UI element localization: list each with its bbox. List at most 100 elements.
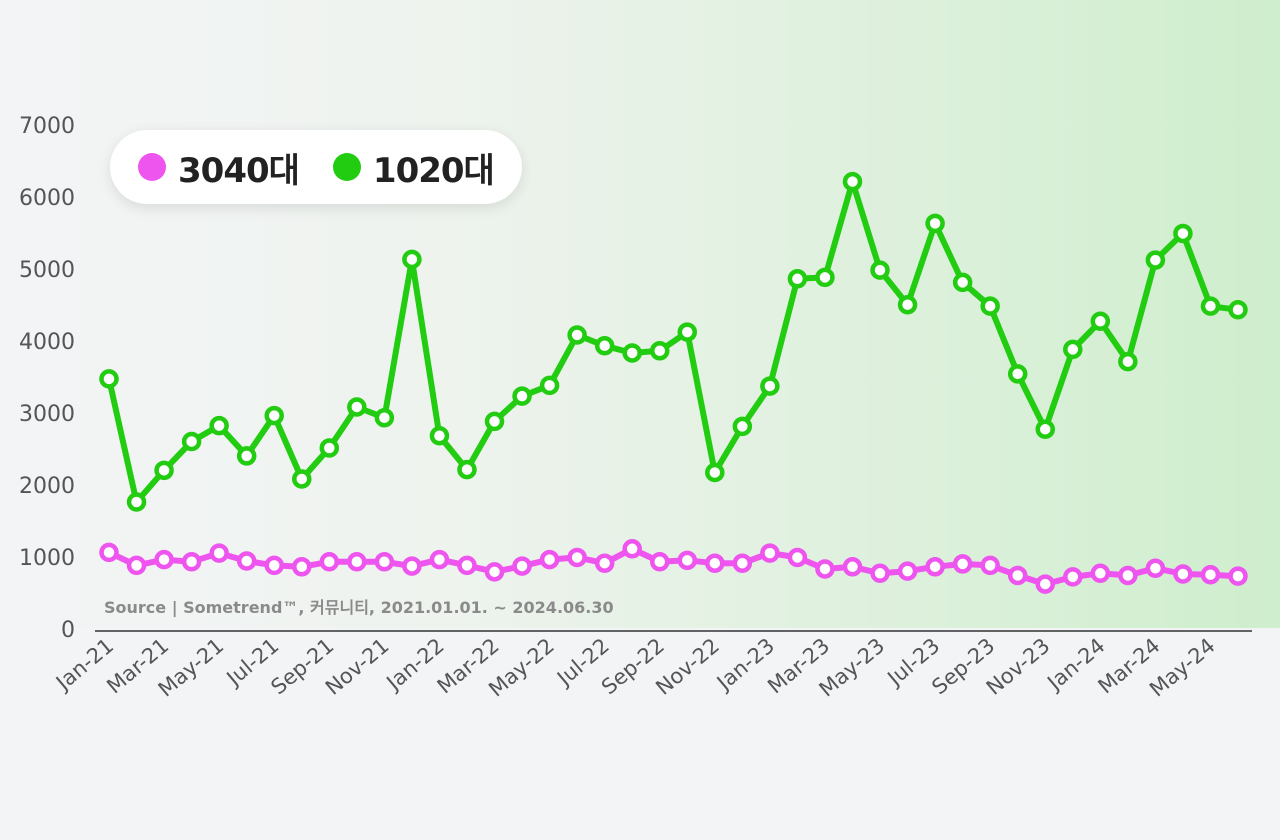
legend-label-1020: 1020대	[372, 150, 495, 191]
y-tick-label: 5000	[19, 258, 75, 283]
data-point-1020	[374, 408, 395, 428]
legend: 3040대 1020대	[110, 130, 522, 204]
data-point-1020	[567, 325, 587, 345]
data-point-1020	[347, 397, 367, 417]
y-tick-label: 2000	[19, 474, 75, 499]
data-point-1020	[402, 249, 422, 270]
data-point-3040	[292, 557, 312, 577]
data-point-3040	[705, 553, 725, 573]
data-point-1020	[1145, 250, 1166, 270]
data-point-3040	[126, 555, 147, 576]
data-point-1020	[99, 369, 119, 389]
data-point-1020	[154, 460, 174, 481]
data-point-1020	[705, 462, 725, 483]
data-point-1020	[980, 296, 1000, 316]
data-point-3040	[952, 554, 973, 574]
data-point-1020	[457, 459, 477, 480]
data-point-3040	[264, 555, 284, 576]
data-point-1020	[1228, 300, 1248, 320]
data-point-1020	[732, 416, 753, 437]
x-tick-label: Nov-23	[982, 633, 1055, 699]
y-tick-label: 6000	[19, 186, 75, 211]
data-point-3040	[539, 549, 560, 570]
data-point-3040	[154, 549, 174, 570]
data-point-3040	[870, 563, 890, 584]
data-point-3040	[732, 553, 753, 573]
data-point-3040	[980, 555, 1000, 576]
data-point-3040	[760, 543, 780, 563]
data-point-1020	[512, 386, 532, 406]
data-point-1020	[842, 171, 863, 192]
legend-dot-1020	[332, 153, 361, 181]
legend-label-3040: 3040대	[178, 150, 300, 191]
data-point-1020	[952, 272, 973, 293]
data-point-3040	[99, 542, 119, 563]
data-point-3040	[429, 549, 450, 570]
data-point-1020	[126, 492, 147, 512]
data-point-3040	[567, 547, 587, 568]
data-point-1020	[236, 446, 257, 466]
data-point-1020	[484, 411, 505, 432]
x-tick-label: Nov-22	[651, 633, 724, 699]
y-tick-label: 0	[61, 618, 75, 643]
data-point-3040	[1063, 567, 1083, 587]
plot-background	[0, 0, 1280, 628]
data-point-1020	[1063, 339, 1083, 360]
data-point-1020	[1200, 296, 1221, 316]
data-point-3040	[649, 552, 670, 572]
data-point-1020	[1007, 364, 1028, 384]
data-point-3040	[1173, 564, 1193, 584]
data-point-3040	[677, 550, 698, 571]
source-note: Source | Sometrend™, 커뮤니티, 2021.01.01. ~…	[104, 598, 614, 617]
data-point-3040	[181, 552, 202, 572]
y-tick-label: 1000	[19, 546, 75, 571]
legend-item-1020: 1020대	[332, 143, 495, 192]
y-tick-label: 4000	[19, 330, 75, 355]
y-tick-label: 7000	[19, 114, 75, 139]
legend-dot-3040	[138, 153, 166, 181]
data-point-1020	[760, 376, 780, 396]
data-point-3040	[1090, 563, 1111, 584]
data-point-3040	[402, 556, 422, 576]
data-point-1020	[264, 405, 284, 426]
data-point-3040	[897, 561, 918, 581]
data-point-1020	[897, 294, 918, 315]
data-point-3040	[1228, 566, 1248, 586]
data-point-1020	[787, 269, 808, 289]
data-point-1020	[292, 469, 312, 489]
data-point-1020	[429, 426, 450, 446]
data-point-3040	[842, 557, 863, 577]
data-point-1020	[209, 415, 229, 436]
data-point-3040	[1200, 564, 1221, 585]
data-point-1020	[1118, 351, 1138, 372]
data-point-1020	[1035, 419, 1055, 440]
data-point-1020	[319, 438, 340, 458]
data-point-3040	[815, 559, 835, 579]
data-point-3040	[1118, 565, 1138, 586]
data-point-3040	[787, 547, 808, 568]
series-line-1020	[106, 178, 1241, 505]
data-point-1020	[815, 267, 835, 288]
data-point-3040	[1145, 558, 1166, 578]
data-point-1020	[677, 322, 698, 342]
data-point-3040	[512, 556, 532, 576]
data-point-3040	[594, 553, 615, 573]
y-tick-label: 3000	[19, 402, 75, 427]
data-point-3040	[1007, 565, 1028, 586]
x-tick-label: Nov-21	[321, 633, 394, 699]
data-point-3040	[374, 552, 395, 572]
data-point-3040	[347, 552, 367, 572]
data-point-1020	[181, 431, 202, 452]
data-point-3040	[925, 557, 945, 577]
data-point-1020	[594, 336, 615, 356]
data-point-1020	[539, 375, 560, 396]
data-point-1020	[649, 341, 670, 361]
legend-item-3040: 3040대	[138, 143, 300, 192]
data-point-1020	[622, 343, 642, 363]
data-point-3040	[1035, 574, 1055, 594]
data-point-3040	[622, 539, 642, 559]
data-point-1020	[1173, 223, 1193, 244]
data-point-3040	[457, 555, 477, 576]
